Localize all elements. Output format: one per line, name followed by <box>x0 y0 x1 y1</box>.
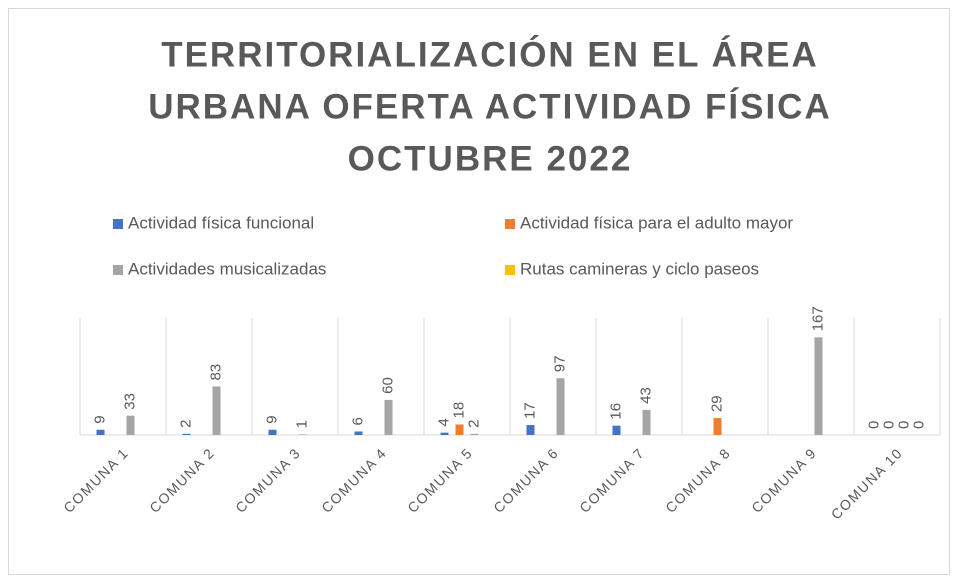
bar <box>556 378 565 435</box>
data-label: 167 <box>809 306 826 331</box>
x-tick-label: COMUNA 5 <box>404 444 476 516</box>
chart-title: OCTUBRE 2022 <box>348 139 633 178</box>
bar <box>182 433 191 435</box>
x-tick-label: COMUNA 4 <box>318 444 390 516</box>
x-tick-label: COMUNA 7 <box>576 444 648 516</box>
legend-label: Actividad física para el adulto mayor <box>520 213 793 232</box>
chart-title: URBANA OFERTA ACTIVIDAD FÍSICA <box>148 86 832 126</box>
x-tick-label: COMUNA 2 <box>146 444 218 516</box>
data-label: 16 <box>607 403 624 420</box>
x-tick-label: COMUNA 3 <box>232 444 304 516</box>
data-label: 0 <box>910 421 927 429</box>
legend-swatch <box>505 219 515 229</box>
bar <box>126 415 135 435</box>
bar <box>96 429 105 435</box>
legend-label: Actividad física funcional <box>128 213 314 232</box>
x-tick-label: COMUNA 10 <box>828 444 906 522</box>
bar <box>440 432 449 435</box>
x-tick-label: COMUNA 8 <box>662 444 734 516</box>
data-label: 0 <box>895 421 912 429</box>
x-tick-label: COMUNA 1 <box>60 444 132 516</box>
data-label: 1 <box>293 420 310 428</box>
bar <box>212 386 221 435</box>
x-tick-label: COMUNA 6 <box>490 444 562 516</box>
legend-swatch <box>113 265 123 275</box>
bar <box>298 434 307 435</box>
chart-title: TERRITORIALIZACIÓN EN EL ÁREA <box>161 34 819 74</box>
data-label: 9 <box>91 415 108 423</box>
bar <box>384 399 393 435</box>
data-label: 83 <box>207 364 224 381</box>
data-label: 29 <box>708 395 725 412</box>
bar <box>526 425 535 435</box>
data-label: 2 <box>177 419 194 427</box>
data-label: 0 <box>865 421 882 429</box>
data-label: 18 <box>450 402 467 419</box>
data-label: 0 <box>880 421 897 429</box>
bar <box>642 409 651 435</box>
data-label: 43 <box>637 387 654 404</box>
chart-border <box>8 8 950 575</box>
data-label: 33 <box>121 393 138 410</box>
bar <box>455 424 464 435</box>
data-label: 97 <box>551 356 568 373</box>
bar <box>354 431 363 435</box>
data-label: 6 <box>349 417 366 425</box>
data-label: 4 <box>435 418 452 426</box>
legend-label: Rutas camineras y ciclo paseos <box>520 259 759 278</box>
legend-swatch <box>505 265 515 275</box>
x-tick-label: COMUNA 9 <box>748 444 820 516</box>
bar <box>268 429 277 435</box>
data-label: 9 <box>263 415 280 423</box>
data-label: 17 <box>521 402 538 419</box>
bar <box>713 418 722 435</box>
bar <box>814 337 823 435</box>
bar <box>612 425 621 435</box>
bar <box>470 433 479 435</box>
data-label: 60 <box>379 377 396 394</box>
data-label: 2 <box>465 419 482 427</box>
legend-swatch <box>113 219 123 229</box>
legend-label: Actividades musicalizadas <box>128 259 326 278</box>
